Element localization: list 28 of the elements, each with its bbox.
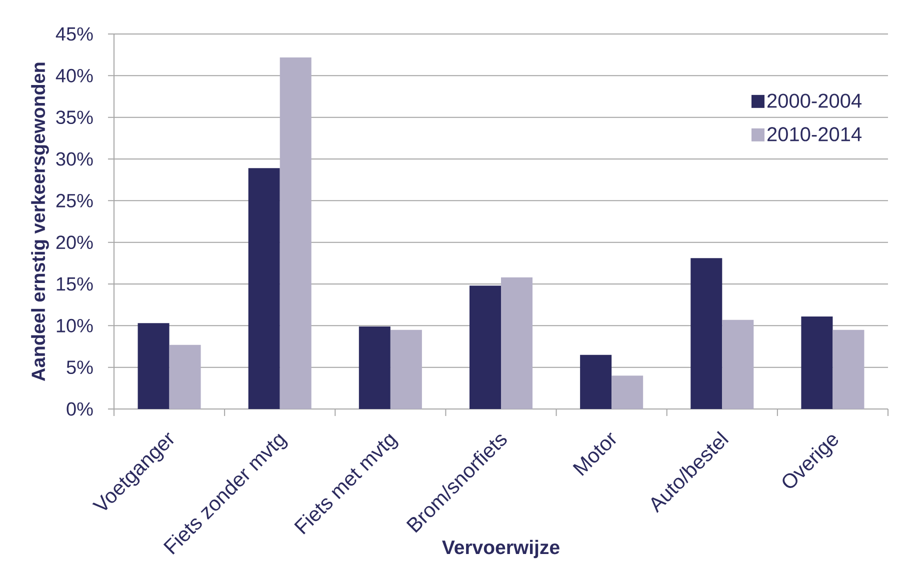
y-axis-title: Aandeel ernstig verkeersgewonden	[31, 62, 49, 381]
bar	[690, 258, 722, 409]
bar	[390, 330, 422, 409]
bar	[801, 316, 833, 409]
bar	[501, 277, 533, 409]
bar	[248, 168, 280, 409]
y-tick-label: 20%	[56, 236, 93, 250]
bar	[169, 344, 201, 409]
bar	[832, 330, 864, 409]
y-tick-label: 40%	[56, 68, 93, 82]
bar	[612, 376, 644, 409]
y-tick-label: 0%	[66, 402, 93, 416]
bar	[580, 354, 612, 409]
y-tick-label: 5%	[66, 360, 93, 374]
bar	[469, 286, 501, 409]
bar	[722, 320, 754, 409]
y-tick-label: 35%	[56, 110, 93, 124]
x-axis-title: Vervoerwijze	[442, 540, 560, 558]
y-tick-label: 30%	[56, 152, 93, 166]
bar	[138, 323, 170, 409]
y-tick-label: 25%	[56, 194, 93, 208]
legend-label: 2010-2014	[767, 127, 862, 142]
y-tick-label: 10%	[56, 318, 93, 332]
legend-label: 2000-2004	[767, 94, 862, 108]
y-tick-label: 45%	[56, 27, 93, 41]
bar	[280, 57, 312, 409]
bar	[358, 326, 390, 409]
y-tick-label: 15%	[56, 277, 93, 291]
